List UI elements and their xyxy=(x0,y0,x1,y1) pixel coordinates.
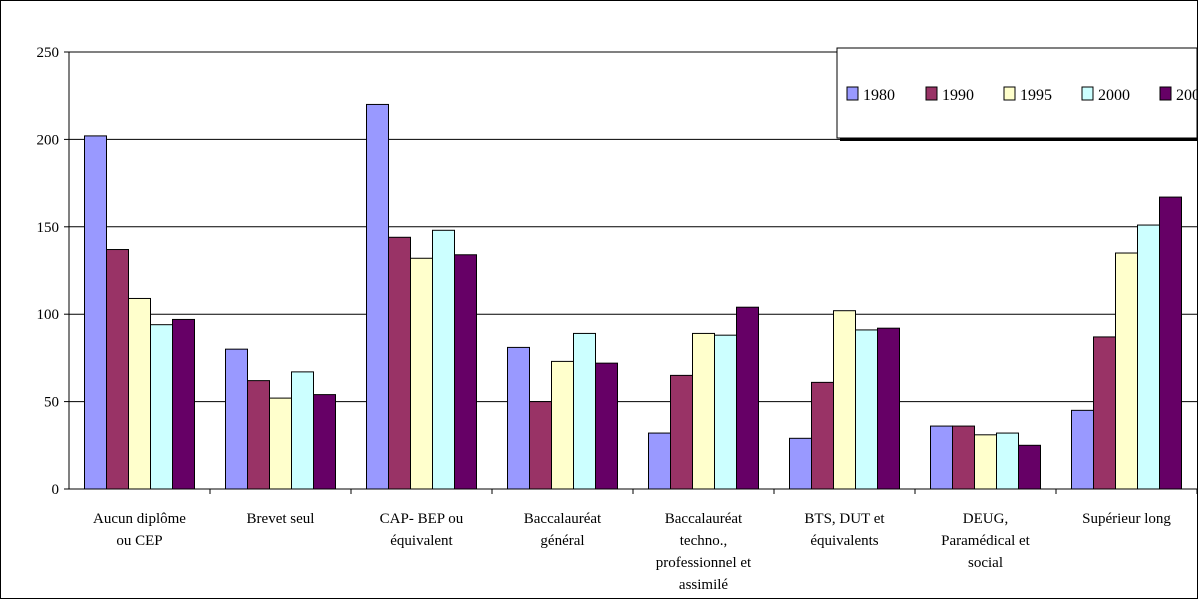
bar-2002-5 xyxy=(736,306,759,490)
x-category-label: Paramédical et xyxy=(941,533,1031,549)
bar-1980-1 xyxy=(84,135,107,490)
x-category-label: Supérieur long xyxy=(1082,511,1171,527)
x-category-label: techno., xyxy=(680,533,727,549)
bar-2000-2 xyxy=(291,371,314,490)
legend-swatch-1990 xyxy=(925,86,938,101)
x-category-label: Baccalauréat xyxy=(524,511,602,527)
bar-2002-2 xyxy=(313,394,336,490)
bar-1990-4 xyxy=(529,401,552,490)
x-category-label: professionnel et xyxy=(656,555,752,571)
bar-1980-5 xyxy=(648,432,671,490)
legend-swatch-2000 xyxy=(1081,86,1094,101)
x-category-label: social xyxy=(968,555,1003,571)
bar-1990-5 xyxy=(670,374,693,490)
bar-2002-1 xyxy=(172,318,195,490)
bar-2000-3 xyxy=(432,229,455,490)
x-category-label: assimilé xyxy=(679,577,729,593)
x-category-label: DEUG, xyxy=(963,511,1008,527)
legend-swatch-2002 xyxy=(1159,86,1172,101)
bar-1995-4 xyxy=(551,360,574,490)
bar-2002-8 xyxy=(1159,196,1182,490)
bar-2002-6 xyxy=(877,327,900,490)
y-tick-label: 100 xyxy=(37,307,60,323)
bar-2002-3 xyxy=(454,254,477,490)
bars xyxy=(84,103,1182,490)
y-tick-label: 150 xyxy=(37,220,60,236)
legend-label-1980: 1980 xyxy=(863,87,895,104)
bar-1990-2 xyxy=(247,380,270,490)
axis-labels: 0 50 100 150 200 250 Aucun diplôme ou CEP Brevet… xyxy=(37,45,1172,593)
y-tick-label: 200 xyxy=(37,132,60,148)
bar-1980-2 xyxy=(225,348,248,490)
y-tick-label: 0 xyxy=(52,482,60,498)
axes xyxy=(64,51,1198,494)
bar-2000-6 xyxy=(855,329,878,490)
x-category-label: équivalents xyxy=(810,533,878,549)
x-category-label: Brevet seul xyxy=(247,511,315,527)
bar-1980-4 xyxy=(507,346,530,490)
x-category-label: CAP- BEP ou xyxy=(380,511,464,527)
bar-1980-6 xyxy=(789,437,812,490)
bar-1980-8 xyxy=(1071,409,1094,490)
bar-1990-1 xyxy=(106,249,129,490)
bar-1995-2 xyxy=(269,397,292,490)
bar-1995-3 xyxy=(410,257,433,490)
bar-1995-7 xyxy=(974,434,997,490)
bar-1995-5 xyxy=(692,332,715,490)
bar-1995-6 xyxy=(833,310,856,490)
bar-2000-4 xyxy=(573,332,596,490)
x-category-label: Baccalauréat xyxy=(665,511,743,527)
x-category-label: Aucun diplôme xyxy=(93,511,186,527)
x-category-label: BTS, DUT et xyxy=(804,511,885,527)
bar-1980-7 xyxy=(930,425,953,490)
y-tick-label: 50 xyxy=(44,395,59,411)
x-category-label: équivalent xyxy=(390,533,453,549)
legend-swatch-1980 xyxy=(846,86,859,101)
bar-2000-5 xyxy=(714,334,737,490)
bar-2002-7 xyxy=(1018,444,1041,490)
bar-2000-1 xyxy=(150,324,173,490)
y-tick-label: 250 xyxy=(37,45,60,61)
legend-label-1990: 1990 xyxy=(942,87,974,104)
bar-1990-6 xyxy=(811,381,834,490)
bar-2000-7 xyxy=(996,432,1019,490)
legend-label-2000: 2000 xyxy=(1098,87,1130,104)
bar-2002-4 xyxy=(595,362,618,490)
bar-1990-7 xyxy=(952,425,975,490)
bar-2000-8 xyxy=(1137,224,1160,490)
legend-box xyxy=(836,47,1198,139)
x-category-label: général xyxy=(540,533,584,549)
bar-1980-3 xyxy=(366,103,389,490)
legend-swatch-1995 xyxy=(1003,86,1016,101)
bar-1995-1 xyxy=(128,297,151,490)
bar-1990-8 xyxy=(1093,336,1116,490)
legend-label-1995: 1995 xyxy=(1020,87,1052,104)
x-category-label: ou CEP xyxy=(116,533,162,549)
bar-1990-3 xyxy=(388,236,411,490)
bar-1995-8 xyxy=(1115,252,1138,490)
